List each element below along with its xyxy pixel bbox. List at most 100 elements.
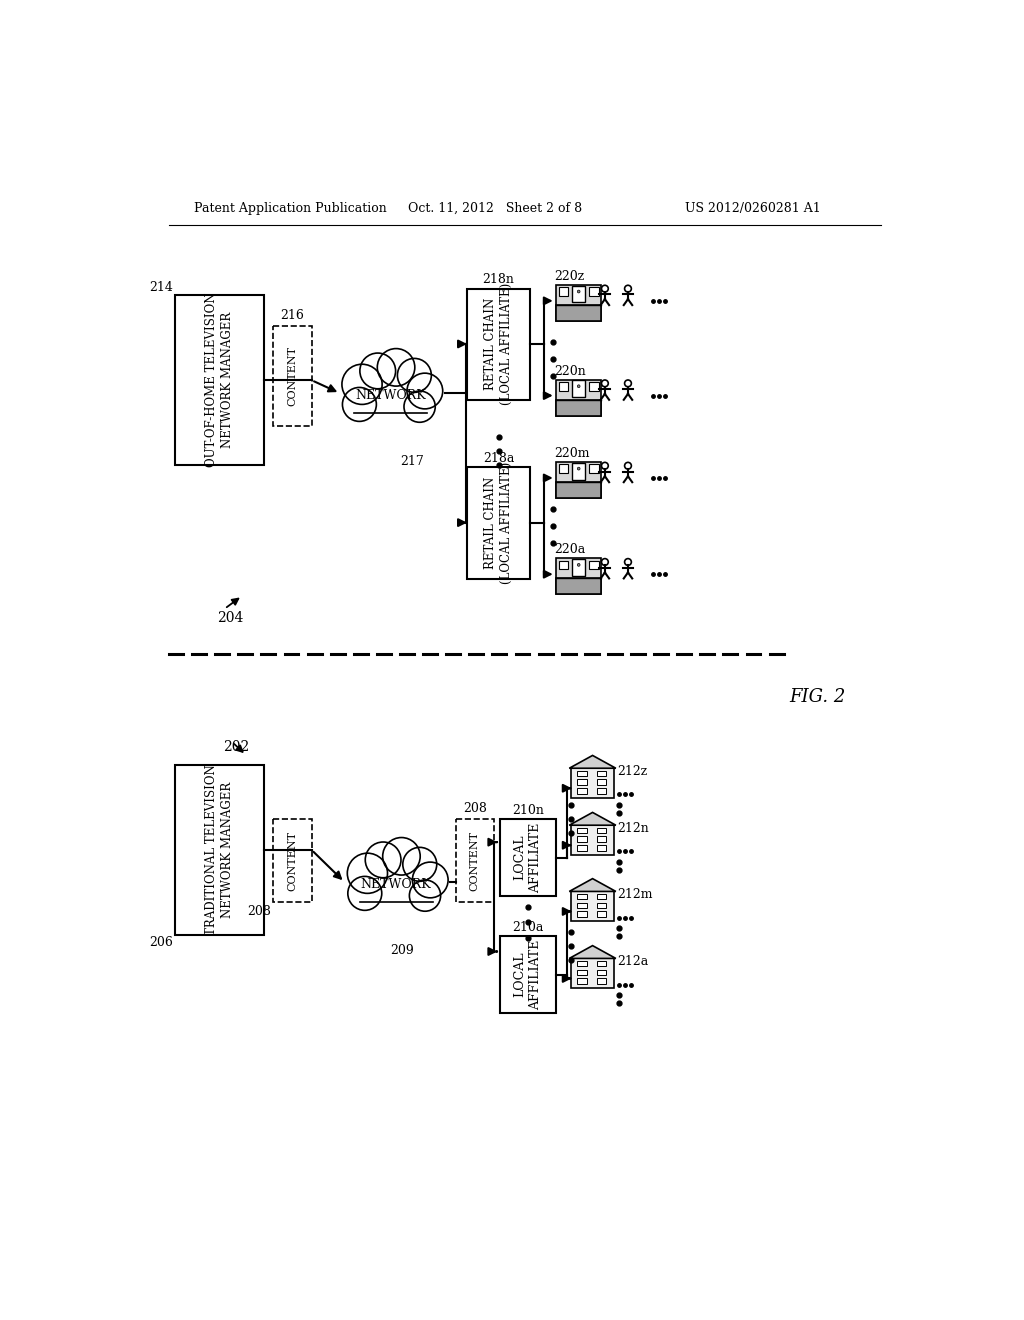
FancyBboxPatch shape	[578, 779, 587, 785]
FancyBboxPatch shape	[175, 296, 264, 465]
FancyBboxPatch shape	[597, 978, 606, 983]
Text: 209: 209	[390, 944, 414, 957]
FancyBboxPatch shape	[589, 381, 599, 391]
Text: 220a: 220a	[554, 544, 586, 557]
FancyBboxPatch shape	[273, 326, 311, 426]
Text: 202: 202	[223, 739, 249, 754]
Text: 212a: 212a	[617, 956, 648, 969]
Circle shape	[342, 364, 382, 404]
FancyBboxPatch shape	[578, 970, 587, 975]
FancyBboxPatch shape	[556, 462, 601, 498]
Text: Patent Application Publication: Patent Application Publication	[194, 202, 386, 215]
Text: 212n: 212n	[617, 822, 649, 836]
FancyBboxPatch shape	[572, 285, 586, 302]
FancyBboxPatch shape	[572, 558, 586, 576]
Text: LOCAL
AFFILIATE: LOCAL AFFILIATE	[513, 822, 543, 892]
Circle shape	[404, 391, 435, 422]
Text: 220z: 220z	[554, 271, 585, 282]
FancyBboxPatch shape	[589, 288, 599, 296]
FancyBboxPatch shape	[597, 961, 606, 966]
Circle shape	[377, 348, 415, 387]
FancyBboxPatch shape	[578, 845, 587, 851]
FancyBboxPatch shape	[556, 285, 601, 321]
Polygon shape	[569, 812, 615, 825]
Circle shape	[625, 558, 632, 565]
FancyBboxPatch shape	[597, 837, 606, 842]
FancyBboxPatch shape	[456, 818, 494, 903]
Circle shape	[601, 558, 608, 565]
Polygon shape	[569, 945, 615, 958]
FancyBboxPatch shape	[597, 828, 606, 833]
Text: 220n: 220n	[554, 364, 586, 378]
FancyBboxPatch shape	[578, 903, 587, 908]
FancyBboxPatch shape	[556, 400, 601, 416]
FancyBboxPatch shape	[556, 558, 601, 594]
Text: 218n: 218n	[482, 273, 514, 286]
FancyBboxPatch shape	[578, 978, 587, 983]
Ellipse shape	[344, 849, 449, 916]
FancyBboxPatch shape	[556, 380, 601, 416]
Circle shape	[410, 880, 440, 911]
Text: OUT-OF-HOME TELEVISION
NETWORK MANAGER: OUT-OF-HOME TELEVISION NETWORK MANAGER	[205, 293, 234, 467]
FancyBboxPatch shape	[559, 381, 568, 391]
Circle shape	[402, 847, 437, 882]
FancyBboxPatch shape	[597, 911, 606, 917]
Circle shape	[601, 285, 608, 292]
Ellipse shape	[578, 385, 580, 388]
FancyBboxPatch shape	[559, 288, 568, 296]
Circle shape	[601, 462, 608, 469]
FancyBboxPatch shape	[559, 465, 568, 474]
Text: Oct. 11, 2012   Sheet 2 of 8: Oct. 11, 2012 Sheet 2 of 8	[408, 202, 582, 215]
Text: LOCAL
AFFILIATE: LOCAL AFFILIATE	[513, 940, 543, 1010]
FancyBboxPatch shape	[556, 482, 601, 498]
FancyBboxPatch shape	[578, 828, 587, 833]
Circle shape	[366, 842, 401, 878]
FancyBboxPatch shape	[559, 561, 568, 569]
Circle shape	[407, 374, 442, 409]
FancyBboxPatch shape	[467, 289, 530, 400]
Text: NETWORK: NETWORK	[355, 389, 426, 403]
Text: 212m: 212m	[617, 888, 652, 902]
Text: CONTENT: CONTENT	[470, 830, 480, 891]
Text: CONTENT: CONTENT	[288, 346, 297, 407]
FancyBboxPatch shape	[597, 771, 606, 776]
Ellipse shape	[339, 360, 443, 426]
Circle shape	[625, 380, 632, 387]
Text: 206: 206	[150, 936, 173, 949]
FancyBboxPatch shape	[589, 561, 599, 569]
Text: 217: 217	[400, 455, 424, 467]
FancyBboxPatch shape	[571, 825, 613, 855]
FancyBboxPatch shape	[578, 894, 587, 899]
FancyBboxPatch shape	[273, 818, 311, 903]
Text: RETAIL CHAIN
(LOCAL AFFILIATE): RETAIL CHAIN (LOCAL AFFILIATE)	[484, 462, 513, 585]
Circle shape	[347, 853, 387, 894]
FancyBboxPatch shape	[572, 380, 586, 397]
Text: RETAIL CHAIN
(LOCAL AFFILIATE): RETAIL CHAIN (LOCAL AFFILIATE)	[484, 284, 513, 405]
FancyBboxPatch shape	[597, 894, 606, 899]
FancyBboxPatch shape	[578, 837, 587, 842]
Circle shape	[601, 380, 608, 387]
FancyBboxPatch shape	[500, 818, 556, 896]
Circle shape	[625, 285, 632, 292]
FancyBboxPatch shape	[597, 845, 606, 851]
Polygon shape	[569, 755, 615, 768]
Text: 220m: 220m	[554, 447, 590, 461]
Text: 216: 216	[281, 309, 304, 322]
Text: CONTENT: CONTENT	[288, 830, 297, 891]
FancyBboxPatch shape	[578, 788, 587, 793]
Circle shape	[348, 876, 382, 911]
Text: 208: 208	[247, 904, 270, 917]
Ellipse shape	[578, 467, 580, 470]
FancyBboxPatch shape	[589, 465, 599, 474]
Text: US 2012/0260281 A1: US 2012/0260281 A1	[685, 202, 820, 215]
Text: 210n: 210n	[512, 804, 544, 817]
FancyBboxPatch shape	[597, 779, 606, 785]
Text: 204: 204	[217, 611, 243, 626]
FancyBboxPatch shape	[578, 911, 587, 917]
Polygon shape	[569, 879, 615, 891]
FancyBboxPatch shape	[500, 936, 556, 1014]
Text: FIG. 2: FIG. 2	[788, 688, 845, 706]
Text: 210a: 210a	[512, 921, 544, 933]
FancyBboxPatch shape	[175, 766, 264, 935]
Text: NETWORK: NETWORK	[360, 878, 431, 891]
